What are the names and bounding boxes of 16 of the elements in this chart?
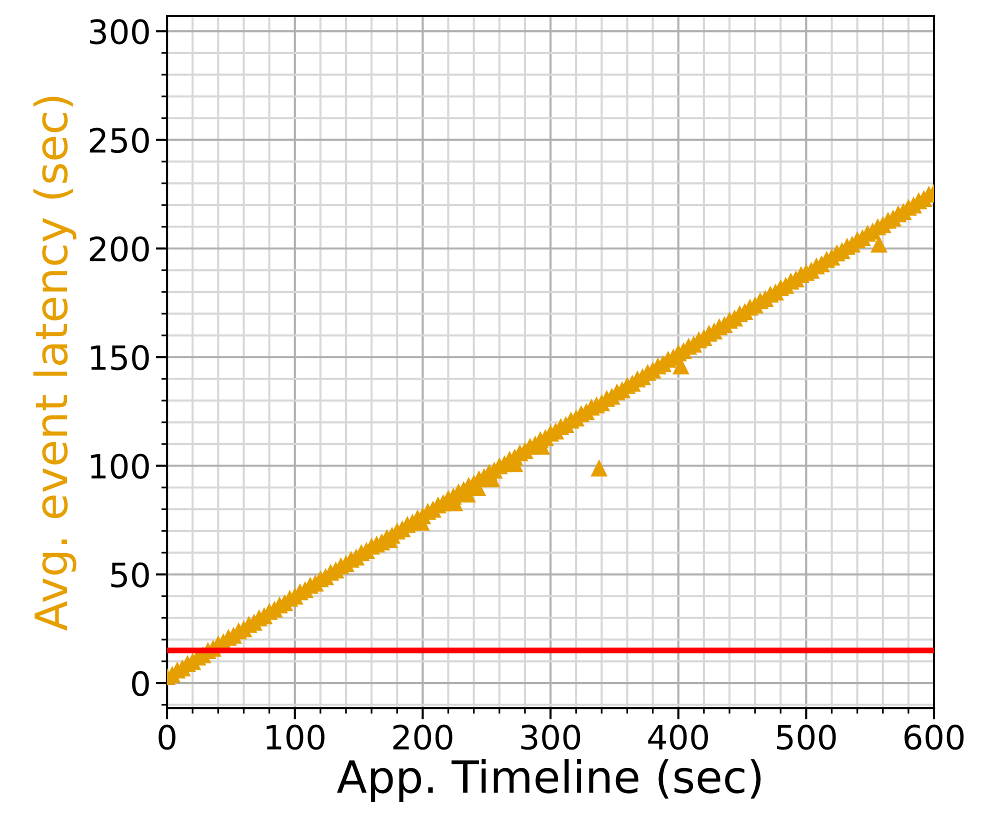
y-tick-label: 250 [90, 128, 149, 153]
x-tick-label: 500 [776, 724, 836, 750]
y-tick-label: 150 [91, 345, 149, 370]
y-axis-title: Avg. event latency (sec) [33, 96, 76, 631]
x-tick-label: 400 [648, 724, 708, 750]
x-tick-label: 0 [158, 724, 176, 750]
x-tick-label: 200 [393, 724, 452, 750]
y-tick-label: 50 [111, 562, 149, 588]
y-tick-label: 200 [90, 236, 149, 262]
y-tick-label: 0 [132, 670, 149, 696]
y-tick-label: 100 [91, 454, 149, 479]
x-axis-title: App. Timeline (sec) [336, 759, 761, 802]
x-tick-label: 100 [266, 724, 324, 750]
x-tick-label: 300 [521, 724, 580, 750]
x-tick-label: 600 [904, 724, 964, 750]
y-tick-label: 300 [90, 19, 149, 44]
